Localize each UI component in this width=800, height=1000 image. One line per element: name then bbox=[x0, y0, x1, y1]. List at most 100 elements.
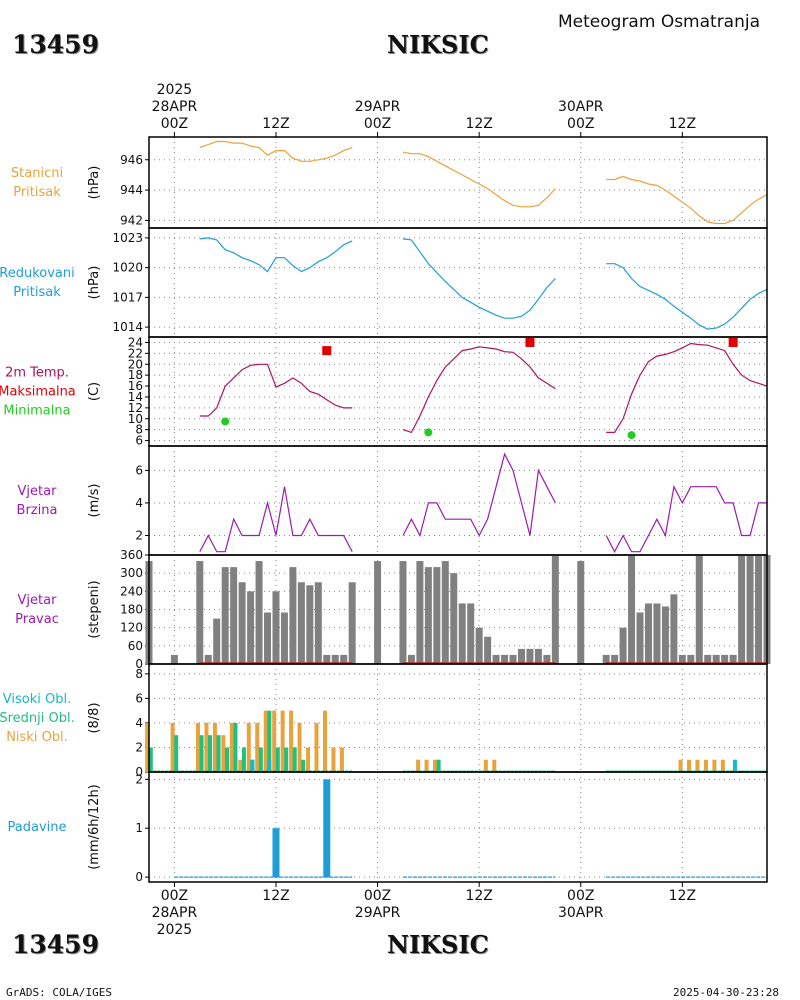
wind-dir-bar bbox=[704, 654, 712, 664]
wind-dir-bar bbox=[738, 555, 746, 664]
y-tick-label: 120 bbox=[120, 621, 143, 635]
wind-dir-bar bbox=[441, 561, 449, 664]
station-id-top: 13459 bbox=[12, 30, 99, 59]
wind-dir-bar bbox=[678, 654, 686, 664]
wind-dir-bar bbox=[255, 561, 263, 664]
station-name-top: NIKSIC bbox=[387, 30, 489, 59]
y-tick-label: 2 bbox=[135, 528, 143, 542]
y-tick-label: 8 bbox=[135, 423, 143, 437]
wind-dir-bar bbox=[721, 654, 729, 664]
panel-label: Vjetar bbox=[18, 484, 58, 499]
wind-dir-bar bbox=[475, 627, 483, 664]
y-tick-label: 240 bbox=[120, 584, 143, 598]
axis-unit-label: (hPa) bbox=[87, 166, 102, 200]
y-tick-label: 2 bbox=[135, 772, 143, 786]
hour-label-top: 00Z bbox=[364, 116, 391, 132]
hour-label-top: 12Z bbox=[262, 116, 289, 132]
cloud-bar bbox=[280, 710, 285, 772]
wind-dir-bar bbox=[670, 594, 678, 664]
y-tick-label: 14 bbox=[128, 390, 143, 404]
y-tick-label: 18 bbox=[128, 368, 143, 382]
wind-dir-bar bbox=[501, 654, 509, 664]
cloud-bar bbox=[221, 735, 226, 772]
series-line bbox=[606, 342, 768, 433]
year-label-top: 2025 bbox=[157, 82, 193, 98]
cloud-bar bbox=[174, 735, 179, 772]
cloud-bar bbox=[732, 759, 737, 772]
wind-dir-bar bbox=[238, 582, 246, 664]
cloud-bar bbox=[224, 747, 229, 772]
station-id-bottom: 13459 bbox=[12, 930, 99, 959]
cloud-bar bbox=[687, 759, 692, 772]
footer-credit: GrADS: COLA/IGES bbox=[6, 986, 112, 999]
y-tick-label: 24 bbox=[128, 335, 143, 349]
tmin-marker bbox=[627, 431, 636, 440]
series-line bbox=[402, 238, 556, 319]
cloud-bar bbox=[229, 722, 234, 772]
wind-dir-bar bbox=[755, 555, 763, 664]
cloud-bar bbox=[314, 722, 319, 772]
series-line bbox=[199, 237, 353, 273]
wind-dir-bar bbox=[534, 648, 542, 664]
hour-label-top: 00Z bbox=[567, 116, 594, 132]
cloud-bar bbox=[145, 722, 150, 772]
axis-unit-label: (stepeni) bbox=[87, 580, 102, 638]
wind-dir-bar bbox=[424, 567, 432, 664]
wind-dir-bar bbox=[374, 561, 382, 664]
cloud-bar bbox=[416, 759, 421, 772]
series-line bbox=[606, 175, 768, 225]
y-tick-label: 360 bbox=[120, 548, 143, 562]
wind-dir-bar bbox=[221, 567, 229, 664]
wind-dir-bar bbox=[687, 654, 695, 664]
wind-dir-bar bbox=[306, 585, 314, 664]
day-label-bottom: 29APR bbox=[355, 905, 401, 921]
wind-dir-bar bbox=[289, 567, 297, 664]
day-label-bottom: 28APR bbox=[152, 905, 198, 921]
axis-unit-label: (mm/6h/12h) bbox=[87, 784, 102, 870]
cloud-bar bbox=[678, 759, 683, 772]
y-tick-label: 10 bbox=[128, 412, 143, 426]
series-line bbox=[606, 263, 768, 330]
panel-label: Pritisak bbox=[13, 285, 61, 300]
cloud-bar bbox=[712, 759, 717, 772]
cloud-bar bbox=[233, 722, 238, 772]
cloud-bar bbox=[292, 747, 297, 772]
tmax-marker bbox=[525, 337, 535, 347]
hour-label-bottom: 00Z bbox=[364, 888, 391, 904]
y-tick-label: 8 bbox=[135, 667, 143, 681]
series-line bbox=[199, 140, 353, 162]
wind-dir-bar bbox=[331, 654, 339, 664]
cloud-bar bbox=[208, 735, 213, 772]
cloud-bar bbox=[301, 759, 306, 772]
cloud-bar bbox=[204, 722, 209, 772]
cloud-bar bbox=[238, 759, 243, 772]
wind-dir-bar bbox=[628, 555, 636, 664]
day-label-bottom: 30APR bbox=[558, 905, 604, 921]
cloud-bar bbox=[255, 722, 260, 772]
cloud-bar bbox=[436, 759, 441, 772]
y-tick-label: 946 bbox=[120, 153, 143, 167]
cloud-bar bbox=[492, 759, 497, 772]
cloud-bar bbox=[297, 722, 302, 772]
wind-dir-bar bbox=[509, 654, 517, 664]
cloud-bar bbox=[241, 747, 246, 772]
cloud-bar bbox=[216, 735, 221, 772]
y-tick-label: 180 bbox=[120, 603, 143, 617]
panel-frame bbox=[148, 771, 768, 883]
cloud-bar bbox=[483, 759, 488, 772]
cloud-bar bbox=[199, 735, 204, 772]
panel-label: Stanicni bbox=[11, 166, 63, 181]
wind-dir-bar bbox=[644, 603, 652, 664]
panel-label: Srednji Obl. bbox=[0, 711, 75, 726]
precip-bar bbox=[272, 828, 280, 878]
wind-dir-bar bbox=[230, 567, 238, 664]
cloud-bar bbox=[703, 759, 708, 772]
cloud-bar bbox=[170, 722, 175, 772]
wind-dir-bar bbox=[314, 582, 322, 664]
tmax-marker bbox=[322, 346, 332, 356]
hour-label-bottom: 12Z bbox=[669, 888, 696, 904]
wind-dir-bar bbox=[653, 603, 661, 664]
day-label-top: 29APR bbox=[355, 99, 401, 115]
wind-dir-bar bbox=[746, 555, 754, 664]
series-line bbox=[199, 363, 353, 417]
